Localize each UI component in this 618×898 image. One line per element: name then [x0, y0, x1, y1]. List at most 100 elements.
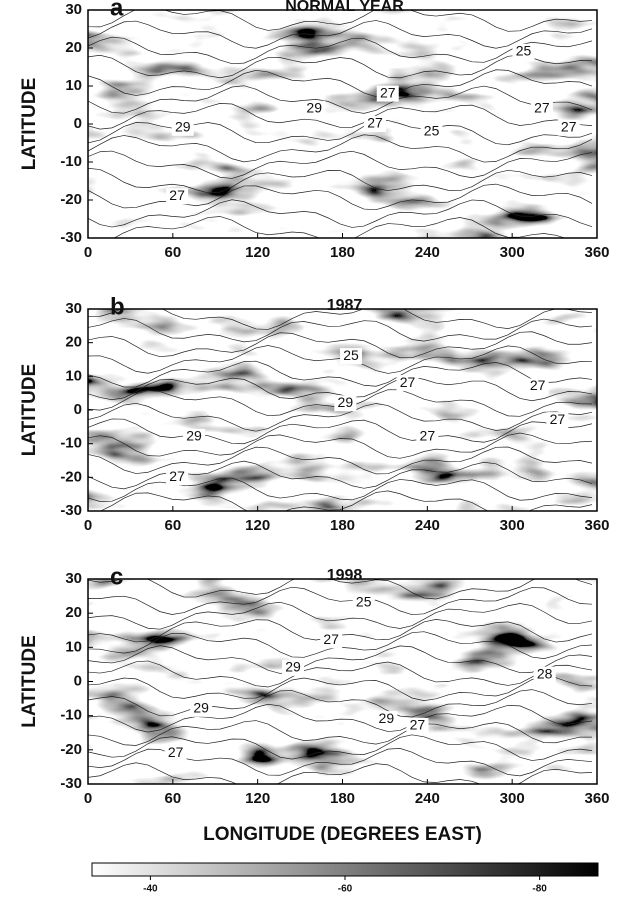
contour-label-bg	[334, 395, 357, 412]
y-tick-label: -30	[60, 775, 82, 792]
contour-label-bg	[282, 659, 305, 676]
colorbar-tick-label: -80	[532, 884, 547, 895]
contour-line	[88, 167, 593, 194]
contour-line	[88, 490, 593, 511]
contour-lines	[88, 309, 593, 511]
x-tick-label: 0	[84, 790, 92, 807]
contour-line	[88, 360, 593, 388]
contour-label-bg	[406, 717, 429, 734]
contour-line	[88, 720, 593, 746]
x-tick-label: 300	[500, 790, 525, 807]
x-axis-label: LONGITUDE (DEGREES EAST)	[203, 824, 482, 845]
y-tick-label: -30	[60, 229, 82, 246]
contour-label: 27	[561, 119, 577, 135]
y-tick-label: 30	[65, 300, 82, 317]
y-tick-label: -10	[60, 153, 82, 170]
x-tick-label: 60	[164, 517, 181, 534]
x-tick-label: 0	[84, 244, 92, 261]
y-axis-label: LATITUDE	[19, 78, 40, 171]
contour-label-bg	[303, 100, 326, 117]
contour-label: 29	[306, 100, 322, 116]
contour-label: 29	[285, 659, 301, 675]
contour-label: 29	[379, 710, 395, 726]
panel-letter: a	[110, 0, 124, 21]
x-tick-label: 360	[584, 790, 609, 807]
x-tick-label: 180	[330, 790, 355, 807]
contour-line	[88, 103, 593, 130]
contour-label-bg	[376, 85, 399, 102]
contour-label-bg	[164, 745, 187, 762]
contour-label-bg	[339, 348, 362, 365]
contour-label-bg	[512, 43, 535, 60]
contour-label-bg	[420, 123, 443, 140]
contour-line	[88, 460, 593, 490]
contour-label: 27	[410, 717, 426, 733]
contour-line	[88, 477, 593, 502]
x-tick-label: 60	[164, 790, 181, 807]
contour-line	[88, 345, 593, 374]
contour-label-bg	[166, 188, 189, 205]
contour-label: 27	[420, 428, 436, 444]
contour-line	[88, 734, 593, 761]
colorbar-tick-label: -40	[143, 884, 158, 895]
x-tick-label: 300	[500, 517, 525, 534]
contour-line	[88, 309, 593, 330]
contour-label: 27	[323, 631, 339, 647]
x-tick-label: 240	[415, 244, 440, 261]
contour-line	[88, 150, 593, 179]
contour-label: 27	[169, 187, 185, 203]
contour-label: 27	[530, 377, 546, 393]
panel-title: 1998	[327, 567, 363, 584]
y-tick-label: -10	[60, 435, 82, 452]
contour-label-bg	[190, 700, 213, 717]
contour-label: 29	[338, 394, 354, 410]
y-tick-label: 10	[65, 367, 82, 384]
contour-line	[88, 402, 593, 432]
contour-line	[88, 36, 593, 65]
contour-label: 29	[193, 700, 209, 716]
y-tick-label: -30	[60, 502, 82, 519]
x-tick-label: 360	[584, 517, 609, 534]
contour-line	[88, 446, 593, 475]
contour-label: 27	[550, 411, 566, 427]
contour-line	[88, 675, 593, 701]
contour-line	[88, 689, 593, 718]
contour-line	[88, 703, 593, 733]
contour-line	[88, 69, 593, 98]
contour-label: 27	[400, 374, 416, 390]
y-tick-label: 0	[74, 672, 82, 689]
shading	[88, 579, 597, 784]
contour-label: 25	[356, 594, 372, 610]
contour-label-bg	[530, 100, 553, 117]
contour-lines	[88, 579, 593, 784]
y-tick-label: 30	[65, 570, 82, 587]
contour-line	[88, 762, 593, 784]
contour-line	[88, 389, 593, 417]
x-tick-label: 0	[84, 517, 92, 534]
contour-line	[88, 645, 593, 674]
contour-line	[88, 376, 593, 402]
contour-label-bg	[364, 116, 387, 132]
contour-label-bg	[183, 428, 206, 445]
x-tick-label: 180	[330, 517, 355, 534]
panel-letter: b	[110, 293, 125, 320]
contour-label: 25	[516, 43, 532, 59]
y-tick-label: -10	[60, 707, 82, 724]
y-axis-label: LATITUDE	[19, 635, 40, 728]
panel-title: 1987	[327, 297, 363, 314]
contour-label: 28	[537, 665, 553, 681]
contour-line	[88, 418, 593, 445]
x-tick-label: 120	[245, 517, 270, 534]
contour-line	[88, 183, 593, 211]
contour-line	[88, 20, 593, 49]
contour-label-bg	[171, 119, 194, 136]
contour-line	[88, 748, 593, 777]
contour-line	[88, 579, 593, 600]
contour-label: 25	[424, 122, 440, 138]
x-tick-label: 360	[584, 244, 609, 261]
contour-label: 29	[186, 428, 202, 444]
y-tick-label: 20	[65, 334, 82, 351]
y-tick-label: 30	[65, 1, 82, 18]
x-tick-label: 240	[415, 790, 440, 807]
contour-line	[88, 134, 593, 163]
